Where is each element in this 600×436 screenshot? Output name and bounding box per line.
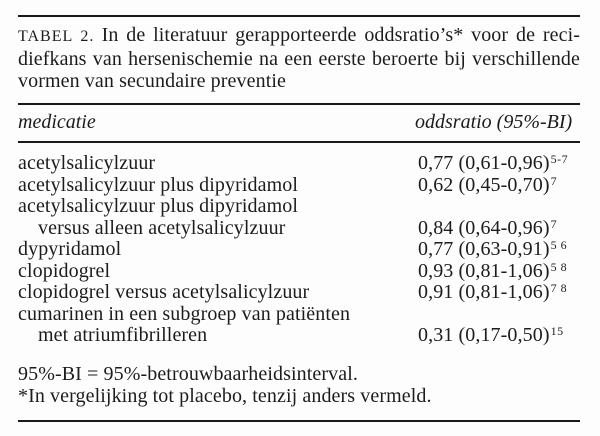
row-reference: 5-7 — [550, 152, 569, 166]
column-header-oddsratio: oddsratio (95%-BI) — [415, 111, 573, 133]
header-top-rule — [18, 103, 580, 105]
row-value: 0,93 (0,81-1,06)5 8 — [418, 259, 580, 283]
footnote-asterisk: *In vergelijking tot placebo, tenzij and… — [18, 384, 432, 407]
table-row: acetylsalicylzuur plus dipyridamol — [18, 195, 580, 218]
row-reference: 7 — [550, 216, 558, 231]
row-value — [418, 196, 580, 218]
row-value: 0,91 (0,81-1,06)7 8 — [418, 281, 580, 304]
row-reference: 5 8 — [550, 259, 568, 274]
footnotes: 95%-BI = 95%-betrouwbaarheidsinterval. *… — [18, 363, 580, 407]
table-row: cumarinen in een subgroep van patiënten — [18, 302, 580, 326]
row-value: 0,77 (0,63-0,91)5 6 — [418, 238, 580, 261]
caption-line-1: TABEL 2. In de literatuur gerapporteerde … — [18, 24, 580, 48]
footnote-abbreviation: 95%-BI = 95%-betrouwbaarheidsinterval. — [18, 362, 358, 385]
row-label: acetylsalicylzuur — [18, 152, 156, 174]
odds-ratio-value: 0,91 (0,81-1,06) — [418, 281, 550, 303]
table-row: versus alleen acetylsalicylzuur 0,84 (0,… — [18, 216, 580, 240]
row-label: acetylsalicylzuur plus dipyridamol — [18, 195, 298, 217]
row-reference: 7 — [550, 173, 558, 188]
odds-ratio-value: 0,31 (0,17-0,50) — [418, 324, 550, 346]
header-bottom-rule — [18, 141, 580, 143]
row-value: 0,77 (0,61-0,96)5-7 — [418, 152, 580, 175]
table-body: acetylsalicylzuur 0,77 (0,61-0,96)5-7 ac… — [18, 152, 580, 347]
odds-ratio-value: 0,62 (0,45-0,70) — [418, 173, 550, 196]
row-value: 0,84 (0,64-0,96)7 — [418, 216, 580, 240]
table-row: clopidogrel versus acetylsalicylzuur 0,9… — [18, 281, 580, 304]
table-row: clopidogrel 0,93 (0,81-1,06)5 8 — [18, 259, 580, 283]
caption-line-3: vormen van secundaire preventie — [18, 70, 286, 92]
row-label: cumarinen in een subgroep van patiënten — [18, 302, 351, 325]
odds-ratio-value: 0,77 (0,61-0,96) — [418, 152, 550, 174]
table-row: met atriumfibrilleren 0,31 (0,17-0,50)15 — [18, 324, 580, 347]
row-label: met atriumfibrilleren — [38, 324, 208, 346]
row-label: versus alleen acetylsalicylzuur — [38, 216, 286, 239]
table-caption: TABEL 2. In de literatuur gerapporteerde … — [18, 24, 580, 92]
bottom-rule — [18, 419, 580, 422]
caption-line-2: diefkans van hersenischemie na een eerst… — [18, 48, 580, 70]
table-row: dypyridamol 0,77 (0,63-0,91)5 6 — [18, 238, 580, 261]
odds-ratio-value: 0,93 (0,81-1,06) — [418, 259, 550, 282]
row-label: acetylsalicylzuur plus dipyridamol — [18, 173, 298, 196]
odds-ratio-value: 0,84 (0,64-0,96) — [418, 216, 550, 239]
caption-text-1: In de literatuur gerapporteerde oddsrati… — [101, 24, 580, 46]
row-reference: 15 — [550, 324, 564, 338]
row-value: 0,62 (0,45-0,70)7 — [418, 173, 580, 197]
table-number: TABEL 2. — [18, 28, 95, 45]
row-label: clopidogrel versus acetylsalicylzuur — [18, 281, 310, 303]
column-header-medicatie: medicatie — [18, 111, 96, 133]
table-row: acetylsalicylzuur plus dipyridamol 0,62 … — [18, 173, 580, 197]
odds-ratio-value: 0,77 (0,63-0,91) — [418, 238, 550, 260]
row-value: 0,31 (0,17-0,50)15 — [418, 324, 580, 347]
table-header-row: medicatie oddsratio (95%-BI) — [18, 111, 580, 133]
table-row: acetylsalicylzuur 0,77 (0,61-0,96)5-7 — [18, 152, 580, 175]
row-reference: 7 8 — [550, 281, 568, 295]
row-label: clopidogrel — [18, 259, 111, 282]
row-value — [418, 304, 580, 326]
row-label: dypyridamol — [18, 238, 122, 260]
top-rule — [18, 15, 580, 17]
row-reference: 5 6 — [550, 238, 568, 252]
